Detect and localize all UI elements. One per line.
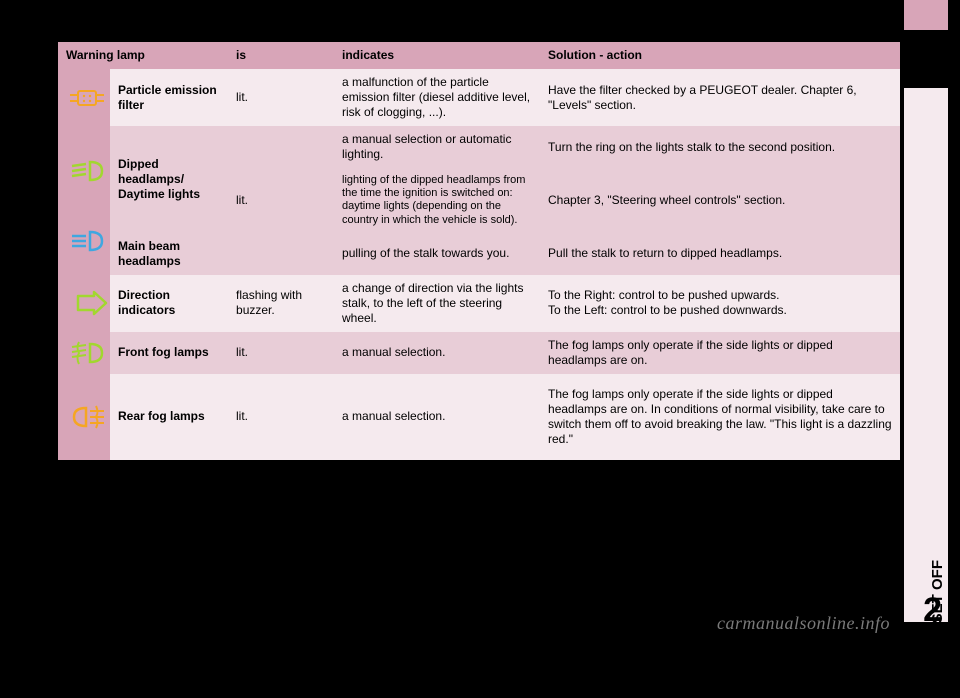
mainbeam-solution: Pull the stalk to return to dipped headl… xyxy=(540,233,900,275)
rearfog-icon-cell xyxy=(58,374,110,460)
rearfog-indicates: a manual selection. xyxy=(334,374,540,460)
chapter-number: 2 xyxy=(923,591,942,630)
rearfog-solution: The fog lamps only operate if the side l… xyxy=(540,374,900,460)
frontfog-solution: The fog lamps only operate if the side l… xyxy=(540,332,900,374)
right-side-strip xyxy=(904,88,948,622)
row-frontfog: Front fog lamps lit. a manual selection.… xyxy=(58,332,900,374)
frontfog-name: Front fog lamps xyxy=(110,332,228,374)
direction-name: Direction indicators xyxy=(110,275,228,332)
dipped-solution-1: Turn the ring on the lights stalk to the… xyxy=(540,126,900,168)
rear-fog-icon xyxy=(66,402,110,432)
rearfog-is: lit. xyxy=(228,374,334,460)
direction-solution: To the Right: control to be pushed upwar… xyxy=(540,275,900,332)
top-accent-bar xyxy=(904,0,948,30)
particle-solution: Have the filter checked by a PEUGEOT dea… xyxy=(540,69,900,126)
direction-icon-cell xyxy=(58,275,110,332)
th-indicates: indicates xyxy=(334,42,540,69)
row-direction: Direction indicators flashing with buzze… xyxy=(58,275,900,332)
dipped-indicates-2: lighting of the dipped headlamps from th… xyxy=(334,168,540,233)
direction-is: flashing with buzzer. xyxy=(228,275,334,332)
dipped-headlamp-icon xyxy=(66,156,110,186)
particle-indicates: a malfunction of the particle emission f… xyxy=(334,69,540,126)
th-warning-lamp: Warning lamp xyxy=(58,42,228,69)
dipped-solution-2: Chapter 3, "Steering wheel controls" sec… xyxy=(540,168,900,233)
row-dipped-1: Dipped headlamps/ Daytime lights lit. a … xyxy=(58,126,900,168)
dipped-is: lit. xyxy=(228,126,334,275)
mainbeam-indicates: pulling of the stalk towards you. xyxy=(334,233,540,275)
main-beam-icon xyxy=(66,226,110,256)
row-particle: Particle emission filter lit. a malfunct… xyxy=(58,69,900,126)
particle-is: lit. xyxy=(228,69,334,126)
row-rearfog: Rear fog lamps lit. a manual selection. … xyxy=(58,374,900,460)
direction-indicator-icon xyxy=(66,288,110,318)
mainbeam-name: Main beam headlamps xyxy=(110,233,228,275)
th-is: is xyxy=(228,42,334,69)
frontfog-is: lit. xyxy=(228,332,334,374)
dipped-name: Dipped headlamps/ Daytime lights xyxy=(110,126,228,233)
frontfog-indicates: a manual selection. xyxy=(334,332,540,374)
headlamp-icon-cell xyxy=(58,126,110,275)
table-header-row: Warning lamp is indicates Solution - act… xyxy=(58,42,900,69)
rearfog-name: Rear fog lamps xyxy=(110,374,228,460)
th-solution: Solution - action xyxy=(540,42,900,69)
direction-indicates: a change of direction via the lights sta… xyxy=(334,275,540,332)
particle-icon-cell xyxy=(58,69,110,126)
watermark-text: carmanualsonline.info xyxy=(717,613,890,634)
frontfog-icon-cell xyxy=(58,332,110,374)
warning-lamp-table-container: Warning lamp is indicates Solution - act… xyxy=(58,42,900,542)
front-fog-icon xyxy=(66,338,110,368)
warning-lamp-table: Warning lamp is indicates Solution - act… xyxy=(58,42,900,460)
particle-name: Particle emission filter xyxy=(110,69,228,126)
row-mainbeam: Main beam headlamps pulling of the stalk… xyxy=(58,233,900,275)
particle-filter-icon xyxy=(66,83,110,113)
dipped-indicates-1: a manual selection or automatic lighting… xyxy=(334,126,540,168)
